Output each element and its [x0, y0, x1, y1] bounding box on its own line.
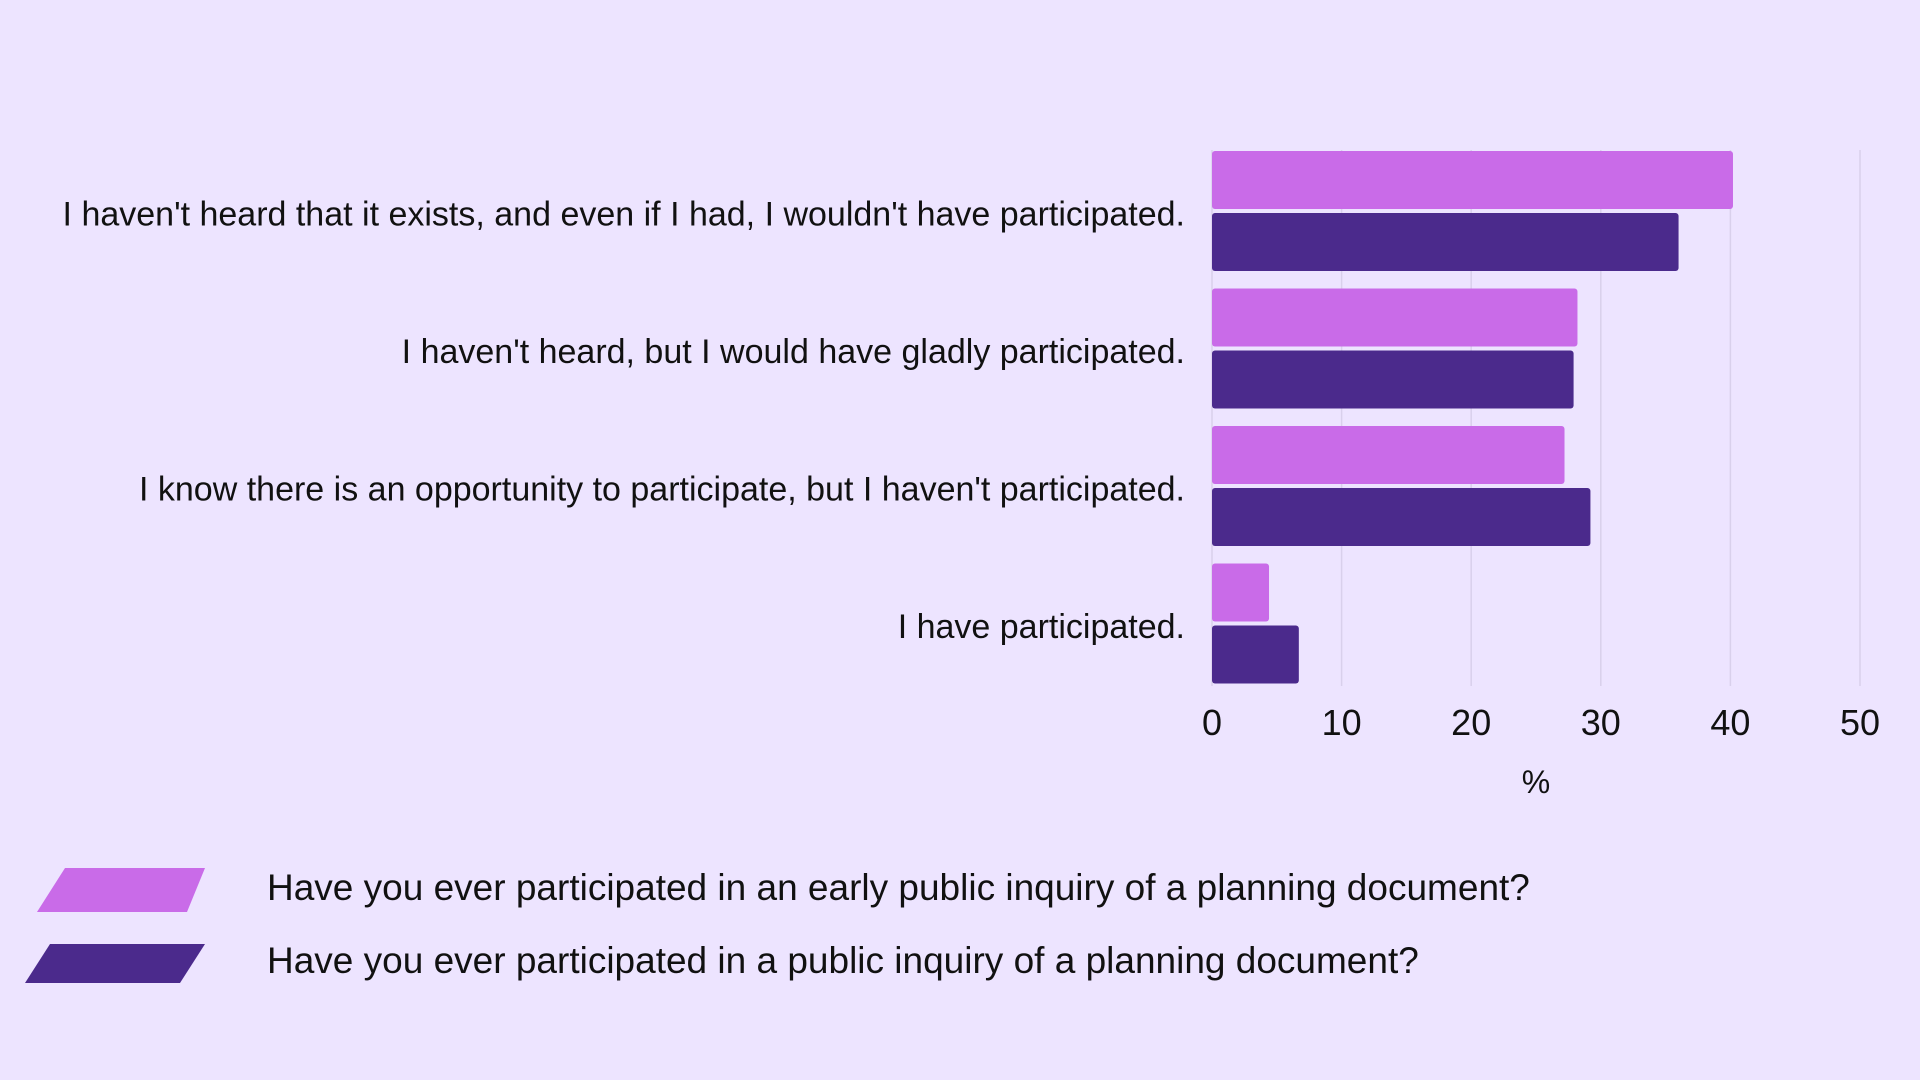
legend-item-1: Have you ever participated in an early p… [37, 867, 1530, 912]
bar-2-category-4 [1212, 625, 1299, 684]
bar-2-category-1 [1212, 213, 1679, 271]
x-tick-label: 40 [1710, 702, 1750, 743]
category-label: I haven't heard, but I would have gladly… [402, 333, 1185, 371]
legend-swatch [37, 868, 205, 912]
x-axis-ticks: 0 10 20 30 40 50 [1202, 702, 1880, 743]
legend-swatch [25, 944, 205, 983]
x-tick-label: 20 [1451, 702, 1491, 743]
bars [1212, 151, 1733, 684]
category-label: I haven't heard that it exists, and even… [63, 196, 1185, 234]
bar-1-category-2 [1212, 288, 1578, 347]
x-tick-label: 50 [1840, 702, 1880, 743]
category-label: I know there is an opportunity to partic… [139, 471, 1185, 509]
bar-1-category-4 [1212, 563, 1270, 622]
legend-label: Have you ever participated in an early p… [267, 867, 1530, 908]
bar-1-category-3 [1212, 426, 1565, 484]
legend: Have you ever participated in an early p… [25, 867, 1530, 983]
category-label: I have participated. [898, 608, 1185, 646]
legend-label: Have you ever participated in a public i… [267, 940, 1419, 981]
x-tick-label: 10 [1322, 702, 1362, 743]
legend-item-2: Have you ever participated in a public i… [25, 940, 1419, 983]
x-tick-label: 30 [1581, 702, 1621, 743]
bar-2-category-3 [1212, 488, 1591, 546]
bar-1-category-1 [1212, 151, 1733, 209]
x-tick-label: 0 [1202, 702, 1222, 743]
category-labels: I haven't heard that it exists, and even… [63, 196, 1185, 647]
bar-2-category-2 [1212, 350, 1574, 409]
x-axis-label: % [1522, 764, 1550, 800]
